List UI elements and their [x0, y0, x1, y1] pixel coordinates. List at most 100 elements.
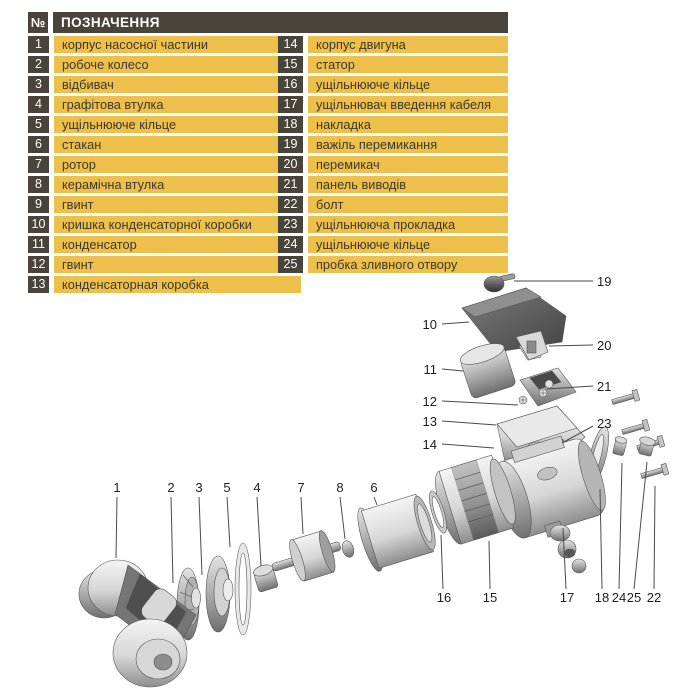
part-label: відбивач: [54, 75, 301, 93]
part-label: важіль перемикання: [308, 135, 508, 153]
part-label: корпус насосної частини: [54, 35, 301, 53]
part-label: болт: [308, 195, 508, 213]
table-row: 22 болт: [278, 195, 508, 213]
part-number: 5: [28, 115, 49, 133]
table-row: 12 гвинт: [28, 255, 301, 273]
table-row: 8 керамічна втулка: [28, 175, 301, 193]
callout-6: 6: [370, 480, 377, 495]
part-number: 1: [28, 35, 49, 53]
part-label: перемикач: [308, 155, 508, 173]
part-number: 12: [28, 255, 49, 273]
table-row: 4 графітова втулка: [28, 95, 301, 113]
part-8-ceramic-bushing: [341, 540, 355, 558]
part-11-capacitor: [459, 343, 516, 399]
table-header: № ПОЗНАЧЕННЯ: [28, 12, 508, 33]
table-row: 14 корпус двигуна: [278, 35, 508, 53]
part-label: накладка: [308, 115, 508, 133]
callout-1: 1: [113, 480, 120, 495]
part-label: статор: [308, 55, 508, 73]
part-label: графітова втулка: [54, 95, 301, 113]
header-number-cell: №: [28, 12, 48, 33]
part-7-rotor: [271, 530, 341, 582]
part-number: 15: [278, 55, 303, 73]
part-number: 13: [28, 275, 49, 293]
callout-21: 21: [597, 379, 611, 394]
part-5-sealing-ring: [234, 542, 252, 636]
part-label: ущільнююча прокладка: [308, 215, 508, 233]
part-number: 18: [278, 115, 303, 133]
part-number: 21: [278, 175, 303, 193]
part-label: керамічна втулка: [54, 175, 301, 193]
table-row: 24 ущільнююче кільце: [278, 235, 508, 253]
callout-labels: 10 11 12 13 14 19 20 21 23 1 2 3 5 4 7 8…: [113, 274, 661, 605]
part-number: 7: [28, 155, 49, 173]
table-row: 17 ущільнювач введення кабеля: [278, 95, 508, 113]
table-row: 2 робоче колесо: [28, 55, 301, 73]
table-row: 18 накладка: [278, 115, 508, 133]
callout-22: 22: [647, 590, 661, 605]
part-number: 10: [28, 215, 49, 233]
callout-11: 11: [424, 362, 438, 377]
table-row: 9 гвинт: [28, 195, 301, 213]
part-label: пробка зливного отвору: [308, 255, 508, 273]
part-label: ущільнююче кільце: [308, 75, 508, 93]
part-label: ущільнювач введення кабеля: [308, 95, 508, 113]
callout-5: 5: [223, 480, 230, 495]
part-number: 22: [278, 195, 303, 213]
callout-12: 12: [423, 394, 437, 409]
header-designation-cell: ПОЗНАЧЕННЯ: [53, 12, 508, 33]
callout-13: 13: [423, 414, 437, 429]
table-row: 10 кришка конденсаторної коробки: [28, 215, 301, 233]
callout-4: 4: [253, 480, 260, 495]
part-label: стакан: [54, 135, 301, 153]
part-number: 11: [28, 235, 49, 253]
part-label: ущільнююче кільце: [308, 235, 508, 253]
callout-3: 3: [195, 480, 202, 495]
part-label: панель виводів: [308, 175, 508, 193]
callout-20: 20: [597, 338, 611, 353]
table-row: 1 корпус насосної частини: [28, 35, 301, 53]
table-row: 16 ущільнююче кільце: [278, 75, 508, 93]
part-15-stator: [435, 454, 516, 545]
part-label: ротор: [54, 155, 301, 173]
part-label: кришка конденсаторної коробки: [54, 215, 301, 233]
table-column-right: 14 корпус двигуна 15 статор 16 ущільнююче к…: [278, 35, 508, 276]
part-number: 3: [28, 75, 49, 93]
part-6-cup: [357, 493, 436, 572]
part-16-sealing-ring: [429, 490, 447, 534]
callout-23: 23: [597, 416, 611, 431]
table-row: 25 пробка зливного отвору: [278, 255, 508, 273]
table-row: 11 конденсатор: [28, 235, 301, 253]
callout-8: 8: [336, 480, 343, 495]
callout-18: 18: [595, 590, 609, 605]
part-number: 20: [278, 155, 303, 173]
table-row: 5 ущільнююче кільце: [28, 115, 301, 133]
callout-14: 14: [423, 437, 437, 452]
part-number: 14: [278, 35, 303, 53]
part-number: 24: [278, 235, 303, 253]
part-label: конденсатор: [54, 235, 301, 253]
part-number: 16: [278, 75, 303, 93]
table-row: 23 ущільнююча прокладка: [278, 215, 508, 233]
part-number: 2: [28, 55, 49, 73]
part-label: робоче колесо: [54, 55, 301, 73]
callout-25: 25: [627, 590, 641, 605]
table-row: 13 конденсаторная коробка: [28, 275, 301, 293]
callout-19: 19: [597, 274, 611, 289]
callout-15: 15: [483, 590, 497, 605]
callout-16: 16: [437, 590, 451, 605]
table-column-left: 1 корпус насосної частини 2 робоче колесо …: [28, 35, 301, 296]
callout-2: 2: [167, 480, 174, 495]
table-row: 20 перемикач: [278, 155, 508, 173]
callout-24: 24: [612, 590, 626, 605]
part-25-drain-plug: [638, 436, 656, 457]
part-22-bolts: [611, 389, 670, 479]
part-number: 9: [28, 195, 49, 213]
part-label: гвинт: [54, 195, 301, 213]
part-4-graphite-bushing: [253, 564, 279, 593]
part-label: корпус двигуна: [308, 35, 508, 53]
callout-10: 10: [423, 317, 437, 332]
part-12-screws: [518, 388, 548, 405]
part-24-sealing-ring: [612, 436, 628, 456]
